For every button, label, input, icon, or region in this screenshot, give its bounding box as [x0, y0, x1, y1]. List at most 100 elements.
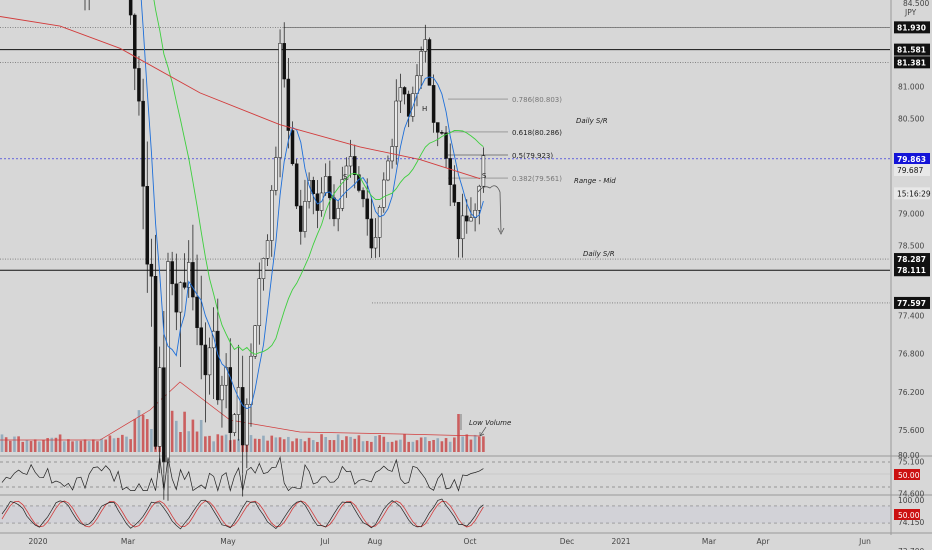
candle-body [353, 156, 357, 175]
price-tag-label: 78.287 [897, 255, 926, 264]
volume-bar [332, 440, 336, 452]
volume-bar [253, 438, 257, 452]
fib-level-label: 0.5(79.923) [512, 152, 553, 160]
price-tick-label: 81.000 [898, 83, 924, 92]
fib-level-label: 0.786(80.803) [512, 96, 562, 104]
moving-averages [0, 0, 484, 410]
time-tick-label: Oct [464, 537, 477, 546]
volume-bar [328, 440, 332, 452]
volume-bar [357, 435, 361, 452]
volume-bar [108, 435, 112, 452]
stoch-top-tick: 100.00 [898, 496, 924, 505]
volume-bar [54, 437, 58, 452]
price-tick-label: 75.100 [898, 458, 924, 467]
daily-sr-label-upper: Daily S/R [576, 117, 608, 125]
volume-bar [170, 410, 174, 452]
time-tick-label: Apr [757, 537, 771, 546]
candle-body [344, 165, 349, 180]
volume-bar [473, 434, 477, 452]
price-tag [894, 296, 930, 309]
candle-body [162, 367, 166, 463]
candle-body [166, 261, 170, 463]
volume-bar [141, 414, 145, 452]
candle-body [365, 198, 369, 220]
price-tick-label: 79.000 [898, 210, 924, 219]
volume-bar [390, 441, 394, 452]
sma-mid-line [153, 0, 484, 355]
time-tick-label: Dec [560, 537, 575, 546]
annotations: Daily S/R Daily S/R Range - Mid H S S Lo… [343, 105, 616, 427]
price-tag [894, 43, 930, 56]
rsi-top-tick: 80.00 [898, 451, 920, 460]
rsi-value-tag-text: 50.00 [898, 471, 920, 480]
volume-bar [75, 440, 78, 452]
volume-bar [104, 439, 108, 452]
volume-bar [469, 439, 473, 452]
candle-body [274, 157, 278, 191]
volume-bar [461, 436, 464, 452]
price-tag-label: 81.930 [897, 23, 926, 32]
time-tick-label: Jun [858, 537, 871, 546]
time-tick-label: Mar [121, 537, 136, 546]
price-tag [894, 153, 930, 166]
volume-bar [365, 440, 369, 452]
candle-body [481, 155, 486, 187]
volume-bar [299, 438, 303, 452]
volume-bar [316, 441, 319, 452]
candle-body [456, 202, 461, 240]
stoch-value-tag [894, 509, 920, 520]
volume-bar [428, 441, 431, 452]
volume-bar [415, 440, 419, 452]
candle-body [178, 282, 183, 313]
candle-body [249, 355, 253, 405]
volume-bar [87, 441, 91, 452]
daily-sr-label-lower: Daily S/R [583, 250, 615, 258]
candle-body [465, 215, 469, 222]
price-tag [894, 164, 930, 177]
candle-body [411, 93, 415, 117]
volume-bar [33, 439, 37, 452]
volume-bar [145, 419, 149, 452]
volume-bar [282, 439, 286, 452]
low-volume-arrow [479, 426, 487, 437]
candle-body [415, 75, 419, 94]
volume-bar [79, 440, 83, 452]
candle-body [278, 43, 282, 158]
volume-bar [345, 436, 348, 452]
candle-body [149, 263, 154, 277]
candle-body [211, 330, 216, 349]
time-tick-label: 2020 [28, 537, 47, 546]
rsi-value-tag [894, 469, 920, 480]
volume-bar [274, 437, 278, 452]
volume-bar [212, 441, 215, 452]
volume-bar [374, 436, 377, 452]
volume-bar [349, 436, 352, 452]
price-tick-label: 74.150 [898, 518, 924, 527]
volume-bar [179, 431, 182, 452]
volume-bar [432, 439, 435, 452]
volume-bar [411, 441, 415, 452]
volume-bar [83, 439, 87, 452]
price-tag [894, 187, 930, 200]
volume-bar [58, 434, 62, 452]
volume-bar [116, 437, 120, 452]
time-tick-label: Mar [702, 537, 717, 546]
volume-bar [233, 439, 236, 452]
volume-bar [262, 435, 265, 452]
stoch-value-tag-text: 50.00 [898, 511, 920, 520]
candle-body [157, 367, 162, 447]
candle-body [191, 262, 195, 298]
time-axis-ticks: 2020 Mar May Jul Aug Oct Dec 2021 Mar Apr Jun [28, 537, 871, 546]
candle-body [253, 325, 257, 357]
volume-bar [216, 434, 220, 452]
currency-label: JPY [904, 8, 917, 17]
pattern-shoulder-left-label: S [343, 173, 348, 181]
volume-bar [121, 434, 124, 452]
candle-body [203, 344, 208, 376]
top-tick-partial: 84.500 [903, 0, 929, 8]
candle-body [265, 240, 270, 259]
volume-bar [137, 410, 141, 452]
candle-body [382, 179, 386, 208]
volume-bar [96, 441, 99, 452]
